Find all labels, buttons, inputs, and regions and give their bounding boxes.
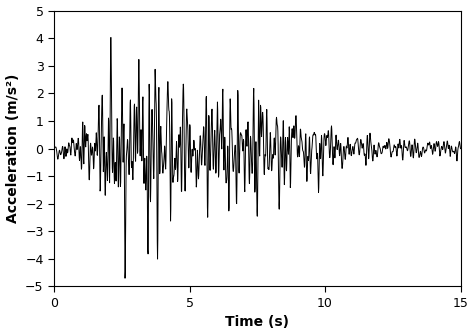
Y-axis label: Acceleration (m/s²): Acceleration (m/s²): [6, 74, 19, 223]
X-axis label: Time (s): Time (s): [225, 316, 289, 329]
